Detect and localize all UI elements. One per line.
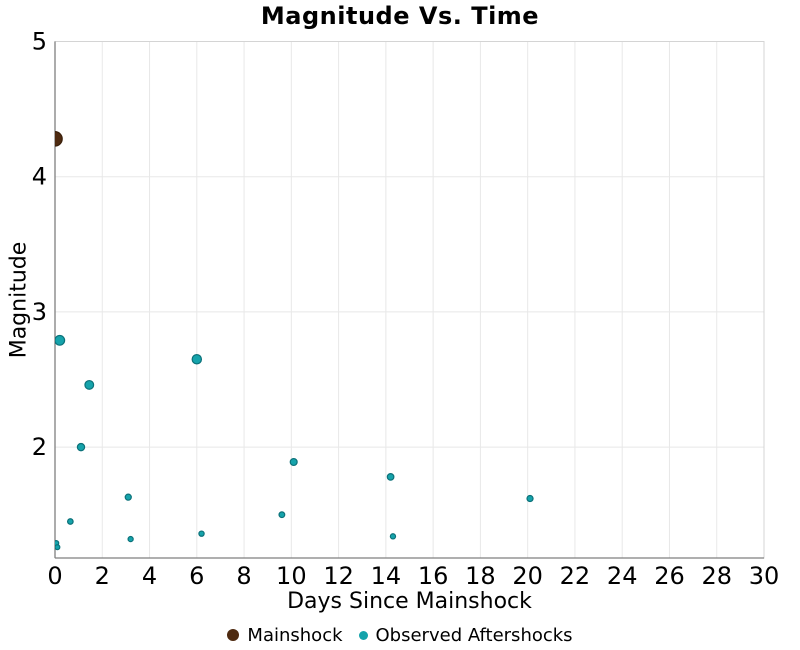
mainshock-marker-icon xyxy=(227,629,240,641)
x-tick-label: 14 xyxy=(371,562,402,590)
x-tick-label: 24 xyxy=(607,562,638,590)
y-tick-label: 4 xyxy=(32,163,47,191)
data-point-observed-aftershocks xyxy=(198,530,205,537)
x-tick-label: 28 xyxy=(701,562,732,590)
data-point-observed-aftershocks xyxy=(84,379,95,390)
data-point-observed-aftershocks xyxy=(66,518,74,525)
data-point-observed-aftershocks xyxy=(55,544,61,551)
legend-label-mainshock: Mainshock xyxy=(247,624,343,646)
x-tick-label: 30 xyxy=(749,562,780,590)
y-tick-label: 3 xyxy=(32,298,47,326)
data-point-observed-aftershocks xyxy=(191,353,203,365)
data-point-observed-aftershocks xyxy=(124,493,132,501)
legend-item-mainshock: Mainshock xyxy=(227,624,343,646)
legend-label-aftershocks: Observed Aftershocks xyxy=(375,624,573,646)
data-point-observed-aftershocks xyxy=(278,511,286,519)
data-point-observed-aftershocks xyxy=(76,442,86,452)
x-tick-label: 20 xyxy=(512,562,543,590)
x-axis-label: Days Since Mainshock xyxy=(287,589,532,614)
x-tick-label: 4 xyxy=(142,562,157,590)
chart-title: Magnitude Vs. Time xyxy=(260,2,540,30)
x-tick-label: 22 xyxy=(560,562,591,590)
x-tick-label: 12 xyxy=(323,562,354,590)
aftershock-marker-icon xyxy=(358,630,368,640)
data-point-observed-aftershocks xyxy=(386,472,395,481)
x-tick-label: 6 xyxy=(189,562,204,590)
plot-border xyxy=(54,41,765,559)
y-tick-label: 5 xyxy=(32,28,47,56)
x-tick-label: 0 xyxy=(47,562,62,590)
legend: Mainshock Observed Aftershocks xyxy=(0,622,800,648)
data-points-group xyxy=(55,131,534,551)
y-tick-label: 2 xyxy=(32,433,47,461)
data-point-observed-aftershocks xyxy=(526,494,534,503)
x-tick-label: 16 xyxy=(418,562,449,590)
x-tick-label: 10 xyxy=(276,562,307,590)
data-point-observed-aftershocks xyxy=(55,334,66,346)
x-tick-label: 26 xyxy=(654,562,685,590)
x-tick-label: 8 xyxy=(236,562,251,590)
data-point-mainshock xyxy=(55,131,63,147)
x-tick-label: 2 xyxy=(95,562,110,590)
data-point-observed-aftershocks xyxy=(127,535,134,543)
data-point-observed-aftershocks xyxy=(389,533,397,540)
data-point-observed-aftershocks xyxy=(289,457,298,467)
x-tick-label: 18 xyxy=(465,562,496,590)
legend-item-aftershocks: Observed Aftershocks xyxy=(358,624,573,646)
